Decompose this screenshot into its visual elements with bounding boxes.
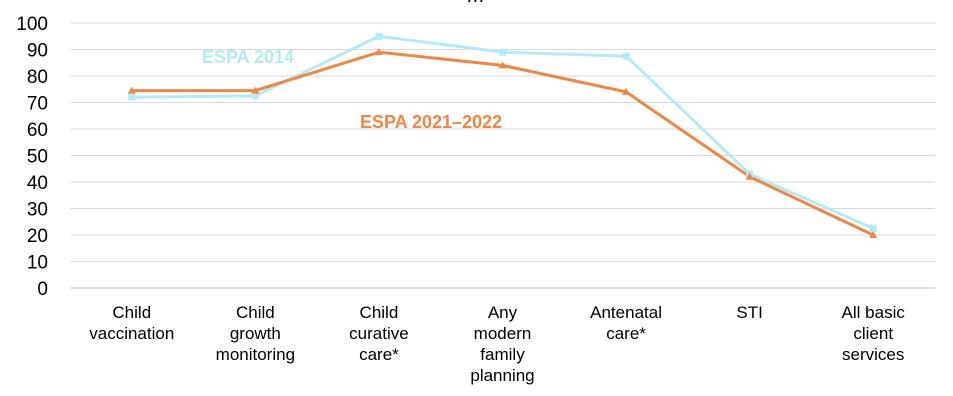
data-point: [374, 48, 383, 56]
x-tick-label-line: care*: [359, 345, 399, 364]
series-label-espa-2014: ESPA 2014: [202, 47, 294, 67]
x-tick-label-line: growth: [230, 324, 281, 343]
gridlines: [70, 22, 935, 289]
y-tick-label: 40: [27, 173, 48, 194]
x-tick-label: Antenatal care*: [590, 303, 662, 343]
data-point: [745, 172, 754, 180]
y-tick-label: 100: [16, 14, 48, 35]
x-tick-label: All basic client services: [842, 303, 906, 364]
x-tick-label-line: Any: [488, 303, 518, 322]
x-tick-label-line: Child: [360, 303, 399, 322]
data-point: [251, 92, 259, 100]
data-point: [869, 224, 877, 232]
x-tick-label-line: modern: [474, 324, 532, 343]
y-tick-label: 20: [27, 226, 48, 247]
y-tick-label: 50: [27, 147, 48, 168]
x-tick-label-line: All basic: [842, 303, 906, 322]
x-tick-label-line: planning: [470, 366, 534, 385]
x-tick-label: STI: [736, 303, 762, 322]
series-markers: [127, 32, 878, 238]
y-tick-label: 90: [27, 41, 48, 62]
y-tick-label: 60: [27, 120, 48, 141]
x-tick-label: Any modern family planning: [470, 303, 534, 385]
series-line-1: [131, 50, 874, 237]
x-tick-label-line: curative: [349, 324, 409, 343]
chart-title: …: [467, 0, 486, 7]
series-label-espa-2021-2022: ESPA 2021–2022: [360, 112, 502, 132]
x-tick-label-line: monitoring: [216, 345, 295, 364]
data-point: [869, 231, 878, 238]
data-point: [622, 87, 631, 95]
x-tick-label-line: family: [480, 345, 525, 364]
x-tick-label-line: care*: [606, 324, 646, 343]
data-point: [499, 48, 506, 56]
data-point: [622, 52, 630, 60]
data-point: [128, 93, 136, 101]
x-tick-label: Child curative care*: [349, 303, 409, 364]
x-tick-label-line: vaccination: [89, 324, 174, 343]
y-tick-label: 30: [27, 200, 48, 221]
x-tick-label-line: client: [853, 324, 893, 343]
x-tick-label-line: Child: [236, 303, 275, 322]
y-axis-ticks: 0 10 20 30 40 50 60 70 80 90 100: [16, 14, 48, 300]
data-point: [375, 32, 383, 40]
y-tick-label: 80: [27, 67, 48, 88]
y-tick-label: 10: [27, 253, 48, 274]
x-tick-label-line: Child: [112, 303, 151, 322]
x-tick-label-line: services: [842, 345, 904, 364]
data-point: [127, 86, 136, 94]
y-tick-label: 0: [37, 279, 48, 300]
x-tick-label-line: Antenatal: [590, 303, 662, 322]
y-tick-label: 70: [27, 94, 48, 115]
x-tick-label: Child growth monitoring: [216, 303, 295, 364]
x-tick-label-line: STI: [736, 303, 762, 322]
data-point: [251, 86, 260, 94]
data-point: [498, 61, 507, 69]
x-tick-label: Child vaccination: [89, 303, 174, 343]
